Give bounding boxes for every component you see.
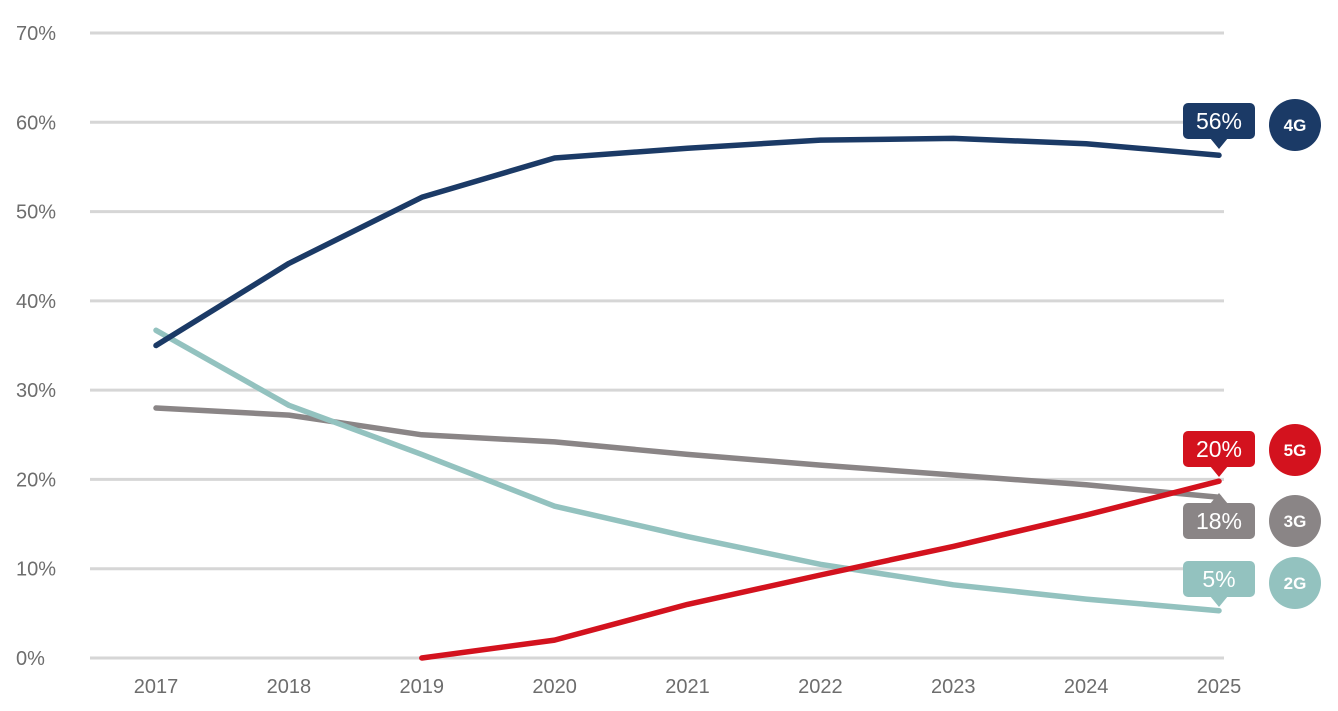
y-tick-label: 70%: [16, 23, 56, 45]
badge-label-2g: 2G: [1284, 574, 1307, 593]
y-tick-label: 40%: [16, 291, 56, 313]
y-tick-label: 50%: [16, 202, 56, 224]
series-line-5g: [419, 478, 1222, 661]
callout-value-5g: 20%: [1196, 436, 1242, 462]
badge-label-3g: 3G: [1284, 512, 1307, 531]
x-tick-label: 2022: [798, 676, 843, 698]
x-tick-label: 2017: [134, 676, 179, 698]
y-axis-ticks: 0% 10% 20% 30% 40% 50% 60% 70%: [16, 23, 56, 670]
x-tick-label: 2025: [1197, 676, 1242, 698]
callout-4g: 56%: [1183, 103, 1255, 149]
series-badges: 4G 5G 3G 2G: [1269, 99, 1321, 609]
callout-5g: 20%: [1183, 431, 1255, 477]
badge-label-4g: 4G: [1284, 116, 1307, 135]
x-tick-label: 2024: [1064, 676, 1109, 698]
x-tick-label: 2019: [400, 676, 445, 698]
y-tick-label: 10%: [16, 559, 56, 581]
x-axis-ticks: 2017 2018 2019 2020 2021 2022 2023 2024 2025: [134, 676, 1242, 698]
y-tick-label: 30%: [16, 380, 56, 402]
x-tick-label: 2023: [931, 676, 976, 698]
y-tick-label: 0%: [16, 648, 45, 670]
series-line-2g: [153, 327, 1222, 614]
x-tick-label: 2018: [267, 676, 312, 698]
y-tick-label: 20%: [16, 469, 56, 491]
series-lines: [153, 135, 1222, 661]
callout-value-4g: 56%: [1196, 108, 1242, 134]
badge-5g: 5G: [1269, 424, 1321, 476]
callout-3g: 18%: [1183, 493, 1255, 539]
series-line-3g: [153, 405, 1222, 501]
y-tick-label: 60%: [16, 112, 56, 134]
badge-3g: 3G: [1269, 495, 1321, 547]
callout-value-2g: 5%: [1202, 566, 1235, 592]
x-tick-label: 2020: [532, 676, 577, 698]
badge-label-5g: 5G: [1284, 441, 1307, 460]
callout-2g: 5%: [1183, 561, 1255, 607]
badge-4g: 4G: [1269, 99, 1321, 151]
callout-value-3g: 18%: [1196, 508, 1242, 534]
x-tick-label: 2021: [665, 676, 710, 698]
end-value-callouts: 56% 20% 18% 5%: [1183, 103, 1255, 607]
badge-2g: 2G: [1269, 557, 1321, 609]
series-line-4g: [153, 135, 1222, 349]
gridlines: [90, 31, 1224, 660]
